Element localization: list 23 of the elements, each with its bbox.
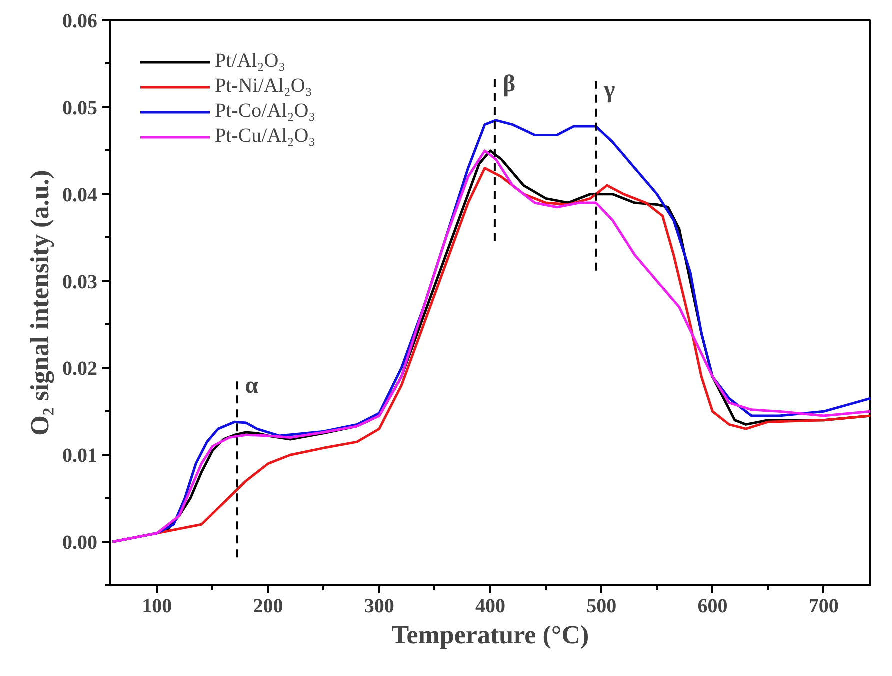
x-tick-label: 600 bbox=[698, 596, 728, 618]
x-tick-label: 300 bbox=[364, 596, 394, 618]
x-tick-label: 700 bbox=[808, 596, 839, 618]
legend-label: Pt/Al₂O₃ bbox=[215, 50, 286, 73]
y-tick-label: 0.03 bbox=[62, 271, 98, 294]
x-tick-label: 200 bbox=[253, 596, 284, 618]
ref-line-label: α bbox=[245, 373, 260, 400]
legend-label: Pt-Ni/Al₂O₃ bbox=[215, 75, 312, 98]
y-tick-label: 0.02 bbox=[62, 358, 98, 380]
x-tick-label: 100 bbox=[142, 596, 172, 618]
legend-label: Pt-Co/Al₂O₃ bbox=[215, 100, 316, 123]
legend-label: Pt-Cu/Al₂O₃ bbox=[215, 125, 316, 148]
ref-line-label: β bbox=[502, 72, 516, 98]
y-tick-label: 0.06 bbox=[62, 10, 98, 32]
y-tick-label: 0.05 bbox=[62, 97, 98, 120]
x-tick-label: 500 bbox=[586, 596, 617, 618]
x-axis-title: Temperature (°C) bbox=[392, 620, 590, 650]
y-tick-label: 0.01 bbox=[62, 445, 98, 468]
y-tick-label: 0.04 bbox=[62, 184, 98, 206]
y-axis-title: O₂ signal intensity (a.u.) bbox=[26, 170, 54, 436]
ref-line-label: γ bbox=[603, 77, 616, 104]
x-tick-label: 400 bbox=[476, 596, 506, 618]
y-tick-label: 0.00 bbox=[62, 532, 98, 554]
